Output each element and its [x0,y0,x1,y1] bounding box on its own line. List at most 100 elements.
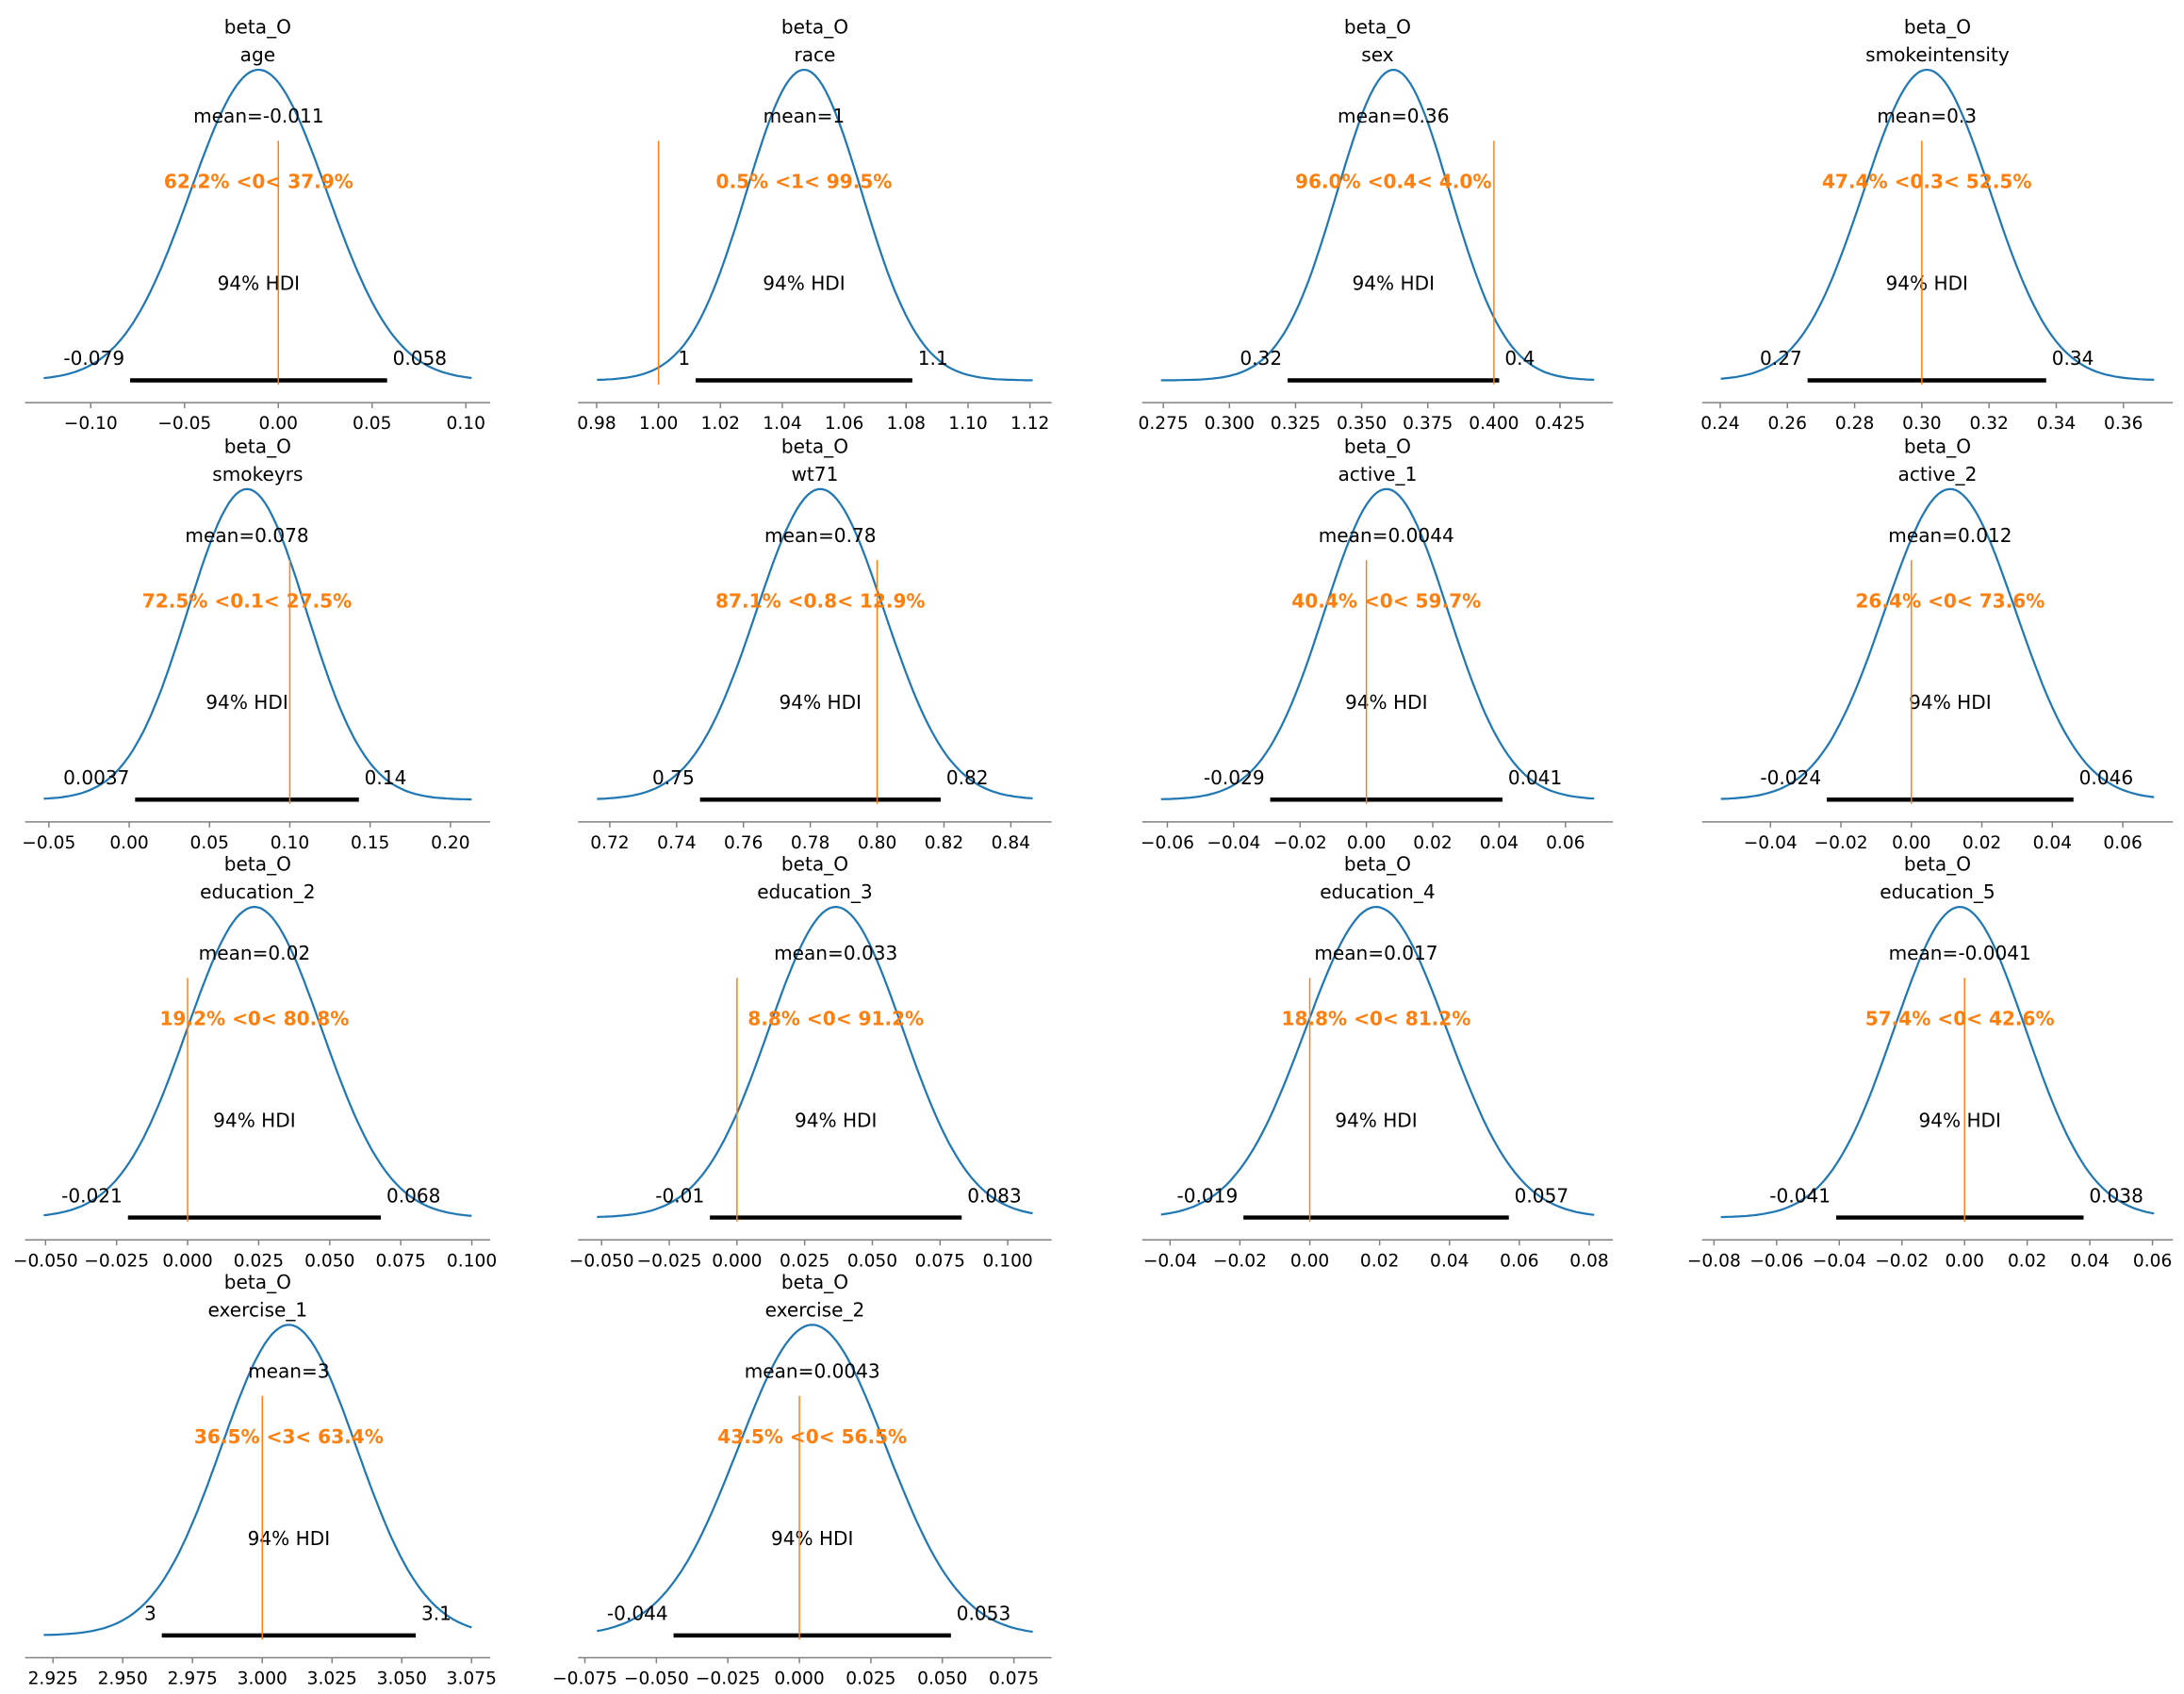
subplot-education_2: beta_O education_2 −0.050 −0.025 0.000 0.025 0… [13,853,497,1272]
hdi-label: 94% HDI [1885,271,1967,294]
subplot-subtitle: wt71 [792,463,839,485]
mean-label: mean=-0.011 [193,105,324,127]
x-tick-label: −0.02 [1815,833,1868,853]
kde-curve [43,68,472,380]
kde-curve [597,487,1033,800]
x-tick-label: 0.300 [1205,414,1255,434]
hdi-upper-label: 0.046 [2079,766,2133,789]
hdi-upper-label: 0.14 [365,766,407,789]
subplot-education_4: beta_O education_4 −0.04 −0.02 0.00 0.02 0.04 0… [1141,853,1614,1271]
x-tick-label: 0.72 [590,833,629,853]
reference-probability-label: 96.0% <0.4< 4.0% [1295,171,1492,193]
mean-label: mean=1 [764,105,846,127]
x-tick-label: 0.100 [982,1251,1032,1271]
mean-label: mean=0.012 [1888,524,2012,547]
subplot-subtitle: smokeintensity [1865,43,2010,66]
x-tick-label: 0.15 [351,833,389,853]
subplot-subtitle: race [794,43,835,66]
reference-probability-label: 47.4% <0.3< 52.5% [1822,171,2032,193]
x-tick-label: 0.00 [259,414,298,434]
x-tick-label: 1.04 [763,414,801,434]
hdi-lower-label: -0.079 [63,347,124,370]
x-tick-label: 0.78 [791,833,829,853]
subplot-title: beta_O [781,435,848,457]
reference-probability-label: 18.8% <0< 81.2% [1281,1008,1470,1030]
subplot-subtitle: education_4 [1320,880,1435,903]
x-tick-label: 0.06 [2103,833,2142,853]
mean-label: mean=0.02 [199,942,310,964]
hdi-lower-label: -0.041 [1769,1184,1831,1207]
subplot-smokeyrs: beta_O smokeyrs −0.05 0.00 0.05 0.10 0.15 0.20 0… [22,435,491,853]
subplot-subtitle: age [240,43,275,66]
hdi-lower-label: -0.029 [1204,766,1265,789]
reference-probability-label: 36.5% <3< 63.4% [194,1425,384,1448]
kde-curve [1160,68,1595,382]
subplot-title: beta_O [1904,16,1971,39]
mean-label: mean=0.0043 [745,1359,880,1382]
hdi-label: 94% HDI [1353,271,1436,294]
x-tick-label: 0.76 [724,833,763,853]
reference-probability-label: 8.8% <0< 91.2% [747,1008,924,1030]
x-tick-label: 2.925 [28,1669,78,1689]
hdi-upper-label: 1.1 [918,347,948,370]
x-tick-label: 0.04 [1480,833,1519,853]
x-tick-label: 0.400 [1469,414,1519,434]
subplot-title: beta_O [1904,435,1971,457]
x-tick-label: 0.02 [2008,1251,2046,1271]
x-tick-label: −0.05 [157,414,211,434]
subplot-title: beta_O [224,1271,291,1293]
reference-probability-label: 19.2% <0< 80.8% [159,1008,349,1030]
x-tick-label: 0.050 [917,1669,967,1689]
kde-curve [1720,905,2155,1219]
reference-probability-label: 0.5% <1< 99.5% [715,171,892,193]
x-tick-label: 0.00 [109,833,148,853]
subplot-exercise_2: beta_O exercise_2 −0.075 −0.050 −0.025 0.000 0… [552,1271,1052,1689]
kde-curve [43,905,472,1217]
x-tick-label: −0.04 [1143,1251,1197,1271]
subplot-title: beta_O [1344,435,1411,457]
x-tick-label: −0.06 [1141,833,1194,853]
x-tick-label: 0.050 [847,1251,897,1271]
x-tick-label: −0.04 [1813,1251,1866,1271]
hdi-lower-label: 0.27 [1760,347,1802,370]
hdi-upper-label: 0.041 [1508,766,1562,789]
x-tick-label: −0.02 [1213,1251,1267,1271]
x-tick-label: 0.05 [190,833,229,853]
reference-probability-label: 87.1% <0.8< 12.9% [715,589,926,612]
hdi-label: 94% HDI [248,1527,331,1550]
x-tick-label: 0.00 [1347,833,1386,853]
x-tick-label: 3.050 [377,1669,427,1689]
x-tick-label: 0.10 [447,414,485,434]
mean-label: mean=0.36 [1338,105,1449,127]
x-tick-label: 0.24 [1700,414,1739,434]
x-tick-label: 0.10 [271,833,309,853]
x-tick-label: 0.34 [2037,414,2076,434]
subplot-active_2: beta_O active_2 −0.04 −0.02 0.00 0.02 0.04 0.06… [1701,435,2174,853]
hdi-upper-label: 0.083 [967,1184,1021,1207]
kde-curve [43,487,472,801]
hdi-lower-label: 3 [144,1603,156,1625]
x-tick-label: 0.84 [992,833,1030,853]
subplot-title: beta_O [1344,16,1411,39]
x-tick-label: 0.000 [774,1669,824,1689]
mean-label: mean=0.017 [1314,942,1437,964]
hdi-label: 94% HDI [1345,691,1428,714]
x-tick-label: 0.04 [1430,1251,1469,1271]
x-tick-label: −0.06 [1749,1251,1803,1271]
x-tick-label: 0.025 [846,1669,895,1689]
reference-probability-label: 62.2% <0< 37.9% [164,171,353,193]
x-tick-label: −0.02 [1273,833,1327,853]
x-tick-label: 0.00 [1290,1251,1329,1271]
subplot-smokeintensity: beta_O smokeintensity 0.24 0.26 0.28 0.30 0.32… [1700,16,2174,434]
subplot-subtitle: education_3 [757,880,872,903]
subplot-education_5: beta_O education_5 −0.08 −0.06 −0.04 −0.02 0.0… [1687,853,2174,1271]
reference-probability-label: 57.4% <0< 42.6% [1865,1008,2055,1030]
hdi-label: 94% HDI [1918,1110,2001,1132]
x-tick-label: 0.02 [1413,833,1452,853]
subplot-wt71: beta_O wt71 0.72 0.74 0.76 0.78 0.80 0.82 0.84 0.… [578,435,1052,853]
x-tick-label: −0.04 [1744,833,1798,853]
x-tick-label: 0.000 [162,1251,212,1271]
subplot-title: beta_O [781,853,848,876]
subplot-title: beta_O [1904,853,1971,876]
hdi-label: 94% HDI [205,691,288,714]
